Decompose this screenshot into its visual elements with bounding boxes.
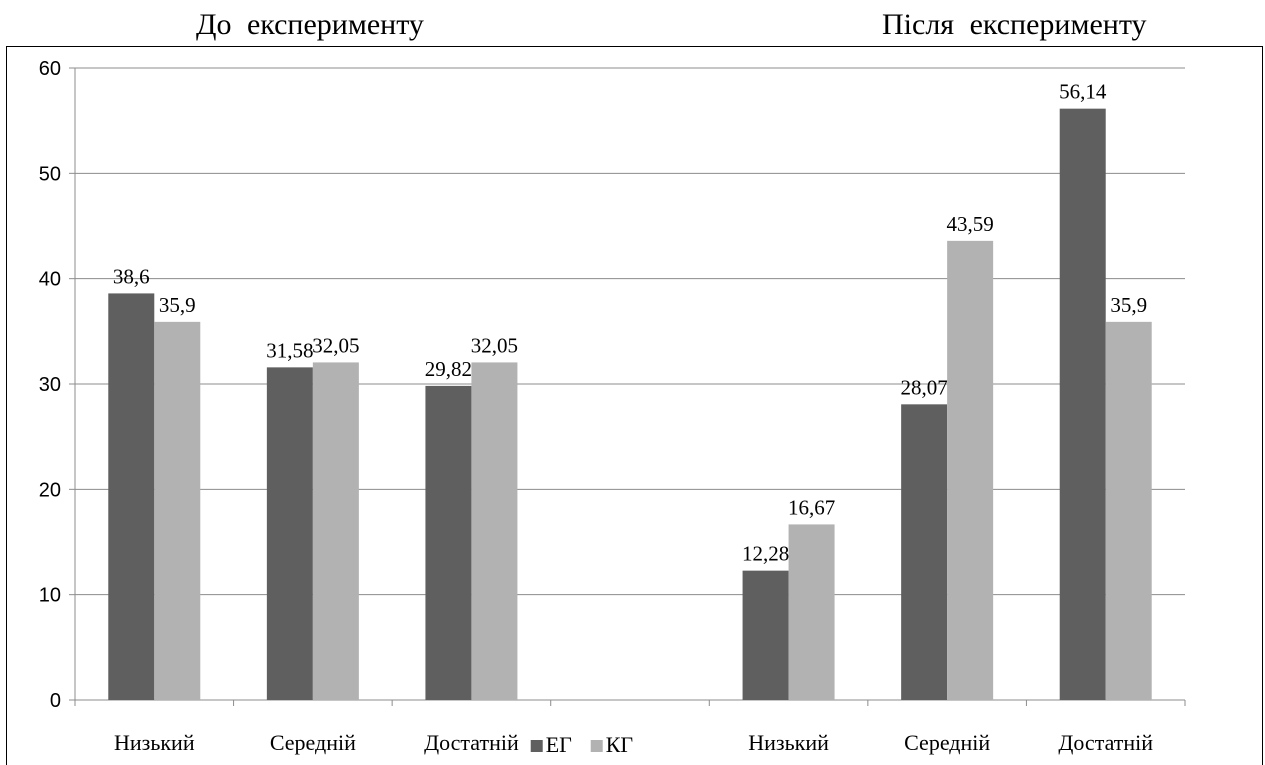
legend-label-kg: КГ xyxy=(606,732,634,757)
bar-kg xyxy=(312,362,359,700)
y-tick-label: 20 xyxy=(39,479,61,501)
data-label: 43,59 xyxy=(947,212,994,236)
data-label: 32,05 xyxy=(471,333,518,357)
x-tick-label: Середній xyxy=(904,730,990,755)
y-tick-label: 40 xyxy=(39,269,61,291)
data-label: 38,6 xyxy=(113,264,150,288)
legend-swatch-kg xyxy=(590,740,603,752)
x-tick-label: Достатній xyxy=(424,730,519,755)
chart-frame xyxy=(6,46,1263,765)
bar-eg xyxy=(742,570,789,700)
bar-eg xyxy=(108,293,155,700)
data-label: 16,67 xyxy=(788,495,835,519)
bar-kg xyxy=(788,524,835,700)
y-tick-label: 0 xyxy=(50,690,61,712)
data-label: 56,14 xyxy=(1059,80,1107,104)
x-tick-label: Низький xyxy=(748,730,829,755)
data-label: 29,82 xyxy=(425,357,472,381)
data-label: 28,07 xyxy=(901,375,948,399)
y-tick-label: 10 xyxy=(39,585,61,607)
data-label: 32,05 xyxy=(312,333,359,357)
bar-kg xyxy=(947,240,994,701)
y-tick-label: 60 xyxy=(39,58,61,80)
legend-swatch-eg xyxy=(530,740,543,752)
data-label: 35,9 xyxy=(1110,293,1147,317)
bar-kg xyxy=(1105,321,1152,700)
bar-eg xyxy=(1059,108,1106,700)
x-tick-label: Низький xyxy=(114,730,195,755)
data-label: 12,28 xyxy=(742,542,789,566)
bar-eg xyxy=(425,385,472,700)
legend-label-eg: ЕГ xyxy=(546,732,572,757)
x-tick-label: Середній xyxy=(270,730,356,755)
bar-kg xyxy=(154,321,201,700)
x-tick-label: Достатній xyxy=(1058,730,1153,755)
y-tick-label: 50 xyxy=(39,163,61,185)
bar-kg xyxy=(471,362,518,700)
data-label: 31,58 xyxy=(266,338,313,362)
group-title-after: Після експерименту xyxy=(882,8,1147,41)
bar-eg xyxy=(266,367,313,700)
group-title-before: До експерименту xyxy=(196,8,424,41)
data-label: 35,9 xyxy=(159,293,196,317)
y-tick-label: 30 xyxy=(39,374,61,396)
bar-eg xyxy=(901,404,948,700)
